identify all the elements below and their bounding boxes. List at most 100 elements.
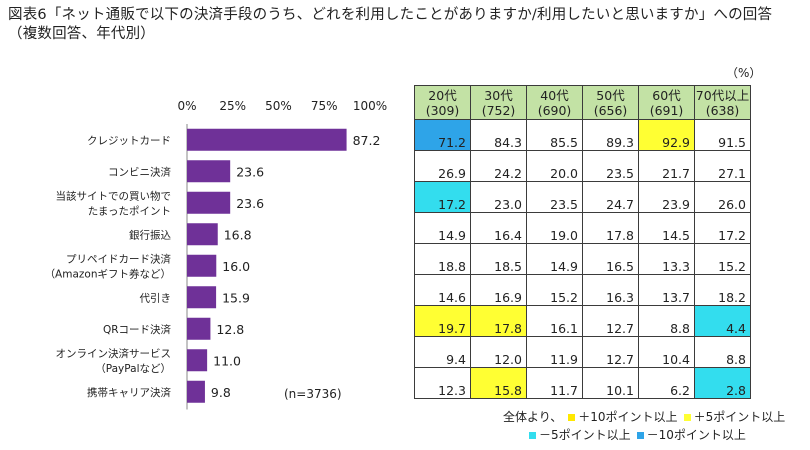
age-label: 60代	[652, 87, 681, 103]
table-cell: 14.9	[414, 212, 471, 244]
bar	[187, 160, 231, 183]
age-label: 40代	[540, 87, 569, 103]
table-cell: 23.0	[470, 181, 527, 213]
table-cell: 10.4	[638, 336, 695, 368]
bar-value-label: 11.0	[213, 353, 241, 368]
table-cell: 91.5	[694, 119, 751, 151]
table-cell: 17.2	[694, 212, 751, 244]
category-label: 携帯キャリア決済	[87, 386, 171, 399]
table-cell: 14.9	[526, 243, 583, 275]
table-cell: 19.7	[414, 305, 471, 337]
table-cell: 8.8	[694, 336, 751, 368]
legend-row-1: 全体より、 ＋10ポイント以上 ＋5ポイント以上	[503, 408, 785, 425]
table-cell: 16.9	[470, 274, 527, 306]
table-cell: 12.7	[582, 305, 639, 337]
table-cell: 17.8	[582, 212, 639, 244]
bar-chart: 0% 25% 50% 75% 100% 87.2 クレジットカード 23.6 コンビニ決済 23.…	[45, 99, 387, 410]
column-header: 40代 (690)	[526, 85, 583, 120]
table-cell: 18.5	[470, 243, 527, 275]
table-row: 17.2 23.0 23.5 24.7 23.9 26.0	[414, 181, 751, 213]
sample-count: (752)	[481, 102, 516, 118]
bar-value-label: 23.6	[236, 164, 264, 179]
legend-row-2: －5ポイント以上 －10ポイント以上	[523, 426, 746, 443]
table-cell: 26.0	[694, 181, 751, 213]
table-row: 12.3 15.8 11.7 10.1 6.2 2.8	[414, 367, 751, 399]
bar	[187, 380, 205, 403]
table-cell: 23.5	[582, 150, 639, 182]
x-tick-label: 0%	[177, 99, 196, 113]
table-cell: 26.9	[414, 150, 471, 182]
table-cell: 13.7	[638, 274, 695, 306]
table-cell: 11.7	[526, 367, 583, 399]
category-label: （Amazonギフト券など）	[45, 267, 171, 280]
table-cell: 15.2	[694, 243, 751, 275]
bar	[187, 128, 347, 151]
sample-count: (690)	[537, 102, 572, 118]
bar-value-label: 23.6	[236, 196, 264, 211]
category-label: クレジットカード	[87, 135, 171, 147]
table-cell: 12.3	[414, 367, 471, 399]
sample-count: (309)	[425, 102, 460, 118]
table-header-row: 20代 (309) 30代 (752) 40代 (690) 50代 (656) 60代 (691)…	[414, 85, 751, 120]
category-label: オンライン決済サービス	[56, 347, 172, 360]
sample-count: (638)	[705, 102, 740, 118]
page-title: 図表6「ネット通販で以下の決済手段のうち、どれを利用したことがありますか/利用し…	[8, 7, 773, 42]
table-cell: 15.2	[526, 274, 583, 306]
table-cell: 2.8	[694, 367, 751, 399]
bar-value-label: 12.8	[216, 322, 244, 337]
age-label: 20代	[428, 87, 457, 103]
column-header: 70代以上 (638)	[694, 85, 751, 120]
table-row: 14.6 16.9 15.2 16.3 13.7 18.2	[414, 274, 751, 306]
table-cell: 11.9	[526, 336, 583, 368]
table-cell: 18.8	[414, 243, 471, 275]
bar	[187, 286, 217, 309]
bar	[187, 317, 211, 340]
sample-count: (691)	[649, 102, 684, 118]
sample-size-note: (n=3736)	[284, 387, 342, 401]
table-cell: 15.8	[470, 367, 527, 399]
legend-label: －5ポイント以上	[539, 428, 631, 442]
table-cell: 24.7	[582, 181, 639, 213]
bar-value-label: 9.8	[211, 385, 231, 400]
bar	[187, 191, 231, 214]
x-tick-label: 25%	[219, 99, 246, 113]
table-row: 14.9 16.4 19.0 17.8 14.5 17.2	[414, 212, 751, 244]
legend-label: ＋5ポイント以上	[693, 410, 786, 424]
table-cell: 16.3	[582, 274, 639, 306]
table-cell: 12.7	[582, 336, 639, 368]
table-cell: 84.3	[470, 119, 527, 151]
bar-value-label: 15.9	[222, 290, 250, 305]
bar	[187, 349, 208, 372]
legend-swatch-minus5	[529, 432, 536, 439]
bar-value-label: 16.0	[222, 259, 250, 274]
bar	[187, 254, 217, 277]
category-label: たまったポイント	[88, 205, 171, 217]
table-cell: 17.2	[414, 181, 471, 213]
table-cell: 16.1	[526, 305, 583, 337]
table-cell: 12.0	[470, 336, 527, 368]
table-cell: 85.5	[526, 119, 583, 151]
table-cell: 14.6	[414, 274, 471, 306]
table-cell: 20.0	[526, 150, 583, 182]
category-label: （PayPalなど）	[95, 363, 171, 375]
x-tick-label: 100%	[353, 99, 387, 113]
table-row: 18.8 18.5 14.9 16.5 13.3 15.2	[414, 243, 751, 275]
table-cell: 16.4	[470, 212, 527, 244]
sample-count: (656)	[593, 102, 628, 118]
legend-swatch-plus10	[568, 414, 576, 421]
legend-swatch-minus10	[636, 432, 644, 439]
table-cell: 4.4	[694, 305, 751, 337]
unit-label: （%）	[726, 66, 762, 80]
table-row: 71.2 84.3 85.5 89.3 92.9 91.5	[414, 119, 751, 151]
category-label: 銀行振込	[129, 228, 171, 241]
table-cell: 10.1	[582, 367, 639, 399]
table-cell: 23.5	[526, 181, 583, 213]
age-label: 70代以上	[695, 87, 750, 103]
table-cell: 18.2	[694, 274, 751, 306]
table-cell: 16.5	[582, 243, 639, 275]
category-label: QRコード決済	[103, 323, 172, 336]
table-row: 26.9 24.2 20.0 23.5 21.7 27.1	[414, 150, 751, 182]
bar-value-label: 16.8	[224, 227, 252, 242]
category-label: 当該サイトでの買い物で	[56, 189, 172, 202]
category-label: プリペイドカード決済	[66, 252, 171, 265]
